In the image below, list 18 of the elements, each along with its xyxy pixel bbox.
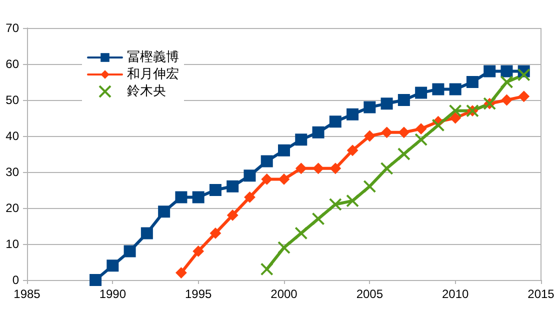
x-tick-label: 1990 [99,287,126,301]
legend-label: 鈴木央 [127,84,166,99]
x-tick-label: 2005 [356,287,384,301]
y-tick-label: 60 [6,57,20,71]
x-tick-label: 2010 [442,287,470,301]
y-tick-label: 50 [6,93,20,107]
y-tick-label: 20 [6,201,20,215]
y-tick-label: 10 [6,237,20,251]
legend-label: 和月伸宏 [127,66,179,82]
y-tick-label: 40 [6,129,20,143]
y-tick-label: 70 [6,21,20,35]
x-tick-label: 1985 [14,287,41,301]
y-tick-label: 0 [12,273,20,287]
legend-label: 冨樫義博 [127,50,179,65]
x-tick-label: 2015 [528,287,555,301]
x-tick-label: 2000 [270,287,298,301]
x-tick-label: 1995 [184,287,212,301]
y-tick-label: 30 [6,165,20,179]
